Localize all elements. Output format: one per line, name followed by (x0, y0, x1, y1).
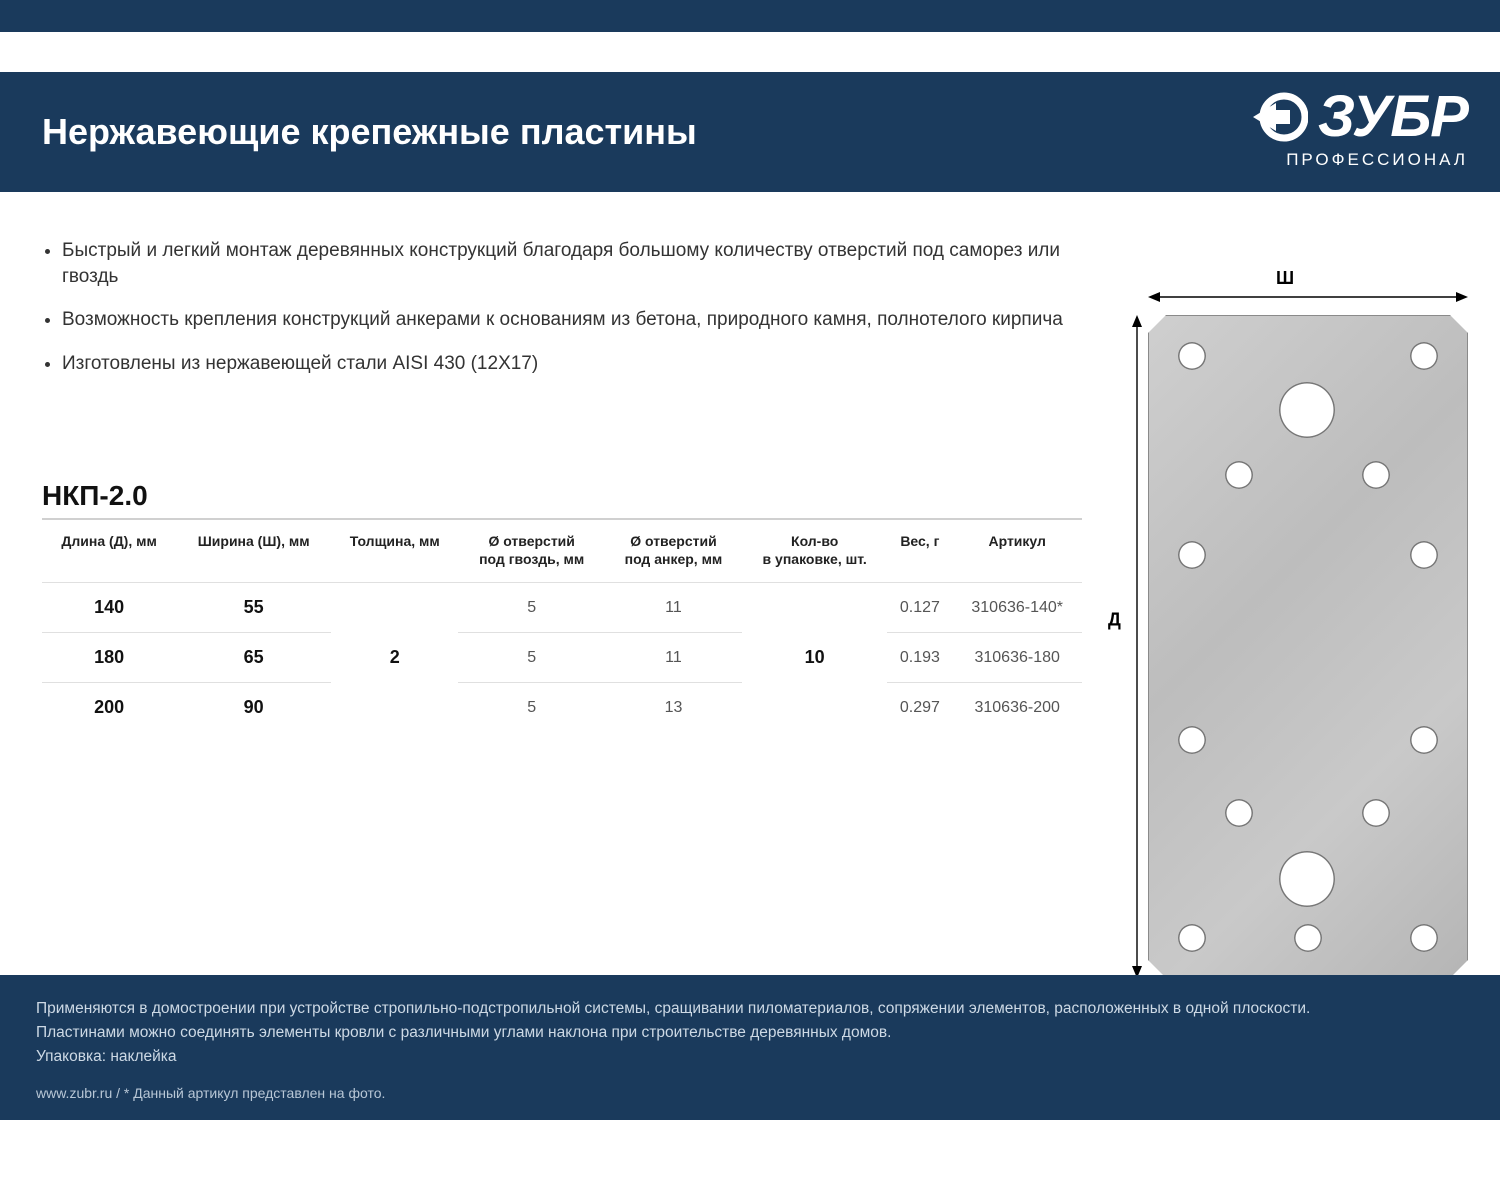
cell-width: 55 (176, 583, 331, 633)
nail-hole (1225, 799, 1253, 827)
spec-table: Длина (Д), мм Ширина (Ш), мм Толщина, мм… (42, 520, 1082, 732)
cell-danchor: 13 (605, 683, 742, 733)
col-danchor: Ø отверстийпод анкер, мм (605, 520, 742, 583)
cell-weight: 0.297 (887, 683, 952, 733)
cell-length: 200 (42, 683, 176, 733)
feature-bullets: Быстрый и легкий монтаж деревянных конст… (42, 238, 1100, 395)
cell-dnail: 5 (458, 633, 604, 683)
footer-line: Упаковка: наклейка (36, 1045, 1464, 1069)
dimension-label-width: Ш (1276, 268, 1294, 289)
brand-logo: ЗУБР ПРОФЕССИОНАЛ (1250, 88, 1468, 170)
dimension-arrow-width (1148, 290, 1468, 304)
top-accent-strip (0, 0, 1500, 32)
footer-line: Пластинами можно соединять элементы кров… (36, 1021, 1464, 1045)
dimension-label-length: Д (1108, 610, 1121, 631)
footer-band: Применяются в домостроении при устройств… (0, 975, 1500, 1120)
cell-packqty: 10 (742, 583, 887, 733)
nail-hole (1362, 461, 1390, 489)
col-packqty: Кол-вов упаковке, шт. (742, 520, 887, 583)
plate-shape (1148, 315, 1468, 978)
bullet-item: Изготовлены из нержавеющей стали AISI 43… (62, 351, 1100, 377)
cell-length: 140 (42, 583, 176, 633)
cell-weight: 0.193 (887, 633, 952, 683)
col-width: Ширина (Ш), мм (176, 520, 331, 583)
table-row: 140 55 2 5 11 10 0.127 310636-140* (42, 583, 1082, 633)
product-code: НКП-2.0 (42, 480, 148, 512)
cell-sku: 310636-140* (952, 583, 1082, 633)
brand-subline: ПРОФЕССИОНАЛ (1250, 150, 1468, 170)
plate-diagram: Ш Д (1100, 260, 1470, 980)
col-thick: Толщина, мм (331, 520, 458, 583)
nail-hole (1362, 799, 1390, 827)
anchor-hole (1279, 382, 1335, 438)
cell-sku: 310636-200 (952, 683, 1082, 733)
table-row: 180 65 5 11 0.193 310636-180 (42, 633, 1082, 683)
nail-hole (1410, 541, 1438, 569)
cell-length: 180 (42, 633, 176, 683)
nail-hole (1178, 342, 1206, 370)
cell-dnail: 5 (458, 683, 604, 733)
nail-hole (1178, 541, 1206, 569)
dimension-arrow-length (1130, 315, 1144, 978)
cell-danchor: 11 (605, 583, 742, 633)
brand-name: ЗУБР (1318, 88, 1468, 146)
nail-hole (1410, 726, 1438, 754)
col-length: Длина (Д), мм (42, 520, 176, 583)
cell-danchor: 11 (605, 633, 742, 683)
bullet-item: Быстрый и легкий монтаж деревянных конст… (62, 238, 1100, 289)
footer-line: Применяются в домостроении при устройств… (36, 997, 1464, 1021)
table-row: 200 90 5 13 0.297 310636-200 (42, 683, 1082, 733)
nail-hole (1178, 924, 1206, 952)
page-title: Нержавеющие крепежные пластины (42, 111, 697, 153)
cell-weight: 0.127 (887, 583, 952, 633)
nail-hole (1410, 342, 1438, 370)
cell-thickness: 2 (331, 583, 458, 733)
nail-hole (1178, 726, 1206, 754)
brand-arrow-icon (1250, 88, 1308, 146)
cell-sku: 310636-180 (952, 633, 1082, 683)
nail-hole (1410, 924, 1438, 952)
nail-hole (1225, 461, 1253, 489)
col-dnail: Ø отверстийпод гвоздь, мм (458, 520, 604, 583)
col-sku: Артикул (952, 520, 1082, 583)
bullet-item: Возможность крепления конструкций анкера… (62, 307, 1100, 333)
cell-width: 90 (176, 683, 331, 733)
anchor-hole (1279, 851, 1335, 907)
cell-dnail: 5 (458, 583, 604, 633)
cell-width: 65 (176, 633, 331, 683)
col-weight: Вес, г (887, 520, 952, 583)
footer-note: www.zubr.ru / * Данный артикул представл… (36, 1083, 1464, 1105)
nail-hole (1294, 924, 1322, 952)
